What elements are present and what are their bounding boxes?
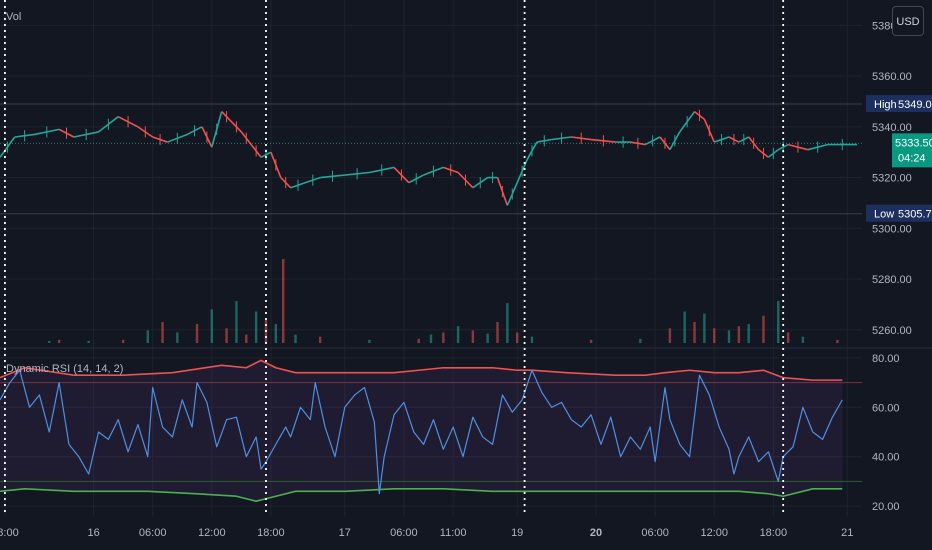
rsi-indicator-title: Dynamic RSI (14, 14, 2) (6, 363, 123, 375)
rsi-tick-label: 40.00 (872, 452, 900, 464)
volume-bar (801, 336, 805, 343)
countdown-timer: 04:24 (898, 152, 926, 164)
time-tick-label: 12:00 (198, 527, 226, 539)
time-tick-label: 06:00 (641, 527, 669, 539)
volume-bar (836, 339, 839, 343)
volume-bar (235, 301, 238, 343)
volume-bar (713, 328, 716, 343)
volume-bar (737, 326, 741, 343)
rsi-band-fill (0, 360, 843, 502)
volume-bar (294, 334, 297, 343)
volume-bar (762, 315, 765, 343)
time-tick-label: 16 (87, 527, 99, 539)
rsi-tick-label: 80.00 (872, 353, 900, 365)
time-tick-label: 19 (511, 527, 523, 539)
rsi-pane (0, 359, 862, 502)
last-price-value: 5333.50 (895, 137, 932, 149)
volume-bar (368, 339, 371, 343)
time-tick-label: 21 (841, 527, 853, 539)
volume-bar (486, 333, 489, 343)
time-tick-label: 18:00 (760, 527, 788, 539)
time-tick-label: 17 (339, 527, 351, 539)
low-badge-value: 5305.75 (898, 209, 932, 221)
price-tick-label: 5320.00 (872, 173, 912, 185)
price-tick-label: 5340.00 (872, 122, 912, 134)
volume-bar (161, 322, 164, 343)
volume-bar (589, 339, 593, 343)
time-tick-label: 06:00 (139, 527, 167, 539)
time-tick-label: 06:00 (390, 527, 418, 539)
lower-band-line (0, 488, 843, 502)
time-tick-label: 12:00 (700, 527, 728, 539)
volume-bar (225, 328, 228, 343)
price-series (0, 109, 858, 206)
volume-bar (683, 311, 686, 343)
volume-bar (703, 313, 706, 343)
volume-bar (456, 326, 460, 343)
price-tick-label: 5300.00 (872, 223, 912, 235)
high-badge-value: 5349.00 (898, 99, 932, 111)
volume-bar (516, 332, 519, 343)
high-badge-label: High (874, 99, 897, 111)
volume-bar (530, 336, 534, 343)
volume-bar (274, 324, 278, 343)
price-tick-label: 5360.00 (872, 71, 912, 83)
volume-label: Vol (6, 11, 21, 23)
volume-bar (245, 334, 248, 343)
low-badge-tag (866, 204, 896, 222)
volume-bar (48, 340, 51, 343)
time-tick-label: 18:00 (0, 527, 19, 539)
time-tick-label: 20 (590, 527, 602, 539)
volume-bar (506, 303, 509, 343)
volume-bar (639, 338, 642, 343)
volume-bar (496, 322, 499, 343)
price-axis: 5260.00 5280.00 5300.00 5320.00 5340.00 5360.… (866, 20, 932, 513)
volume-bar (146, 330, 149, 343)
volume-bar (786, 332, 790, 343)
rsi-line (0, 369, 843, 495)
volume-bar (210, 309, 214, 343)
time-tick-label: 18:00 (257, 527, 285, 539)
volume-bar (668, 328, 672, 343)
rsi-tick-label: 20.00 (872, 501, 900, 513)
session-break-lines (4, 0, 785, 516)
volume-bar (195, 324, 199, 343)
volume-bar (282, 259, 285, 343)
volume-histogram (48, 259, 839, 343)
volume-bar (121, 339, 125, 343)
low-badge-label: Low (874, 209, 894, 221)
volume-bar (57, 339, 61, 343)
volume-bar (727, 330, 731, 343)
volume-bar (417, 338, 420, 343)
volume-bar (254, 311, 258, 343)
time-tick-label: 11:00 (440, 527, 467, 539)
price-tick-label: 5380.00 (872, 20, 912, 32)
volume-bar (777, 301, 780, 343)
currency-button[interactable]: USD (892, 6, 924, 36)
volume-bar (442, 332, 445, 343)
upper-band-line (0, 359, 843, 381)
price-tick-label: 5260.00 (872, 325, 912, 337)
volume-bar (87, 340, 90, 343)
last-price-badge (892, 133, 932, 168)
volume-bar (176, 332, 179, 343)
rsi-tick-label: 60.00 (872, 402, 900, 414)
volume-bar (318, 336, 322, 343)
volume-bar (429, 334, 433, 343)
time-axis: 18:00 16 06:00 12:00 18:00 17 06:00 11:00 19 20 06… (0, 527, 853, 539)
volume-bar (747, 324, 750, 343)
high-badge-tag (866, 95, 896, 113)
price-tick-label: 5280.00 (872, 274, 912, 286)
volume-bar (693, 322, 696, 343)
volume-bar (471, 330, 475, 343)
low-badge-value-bg (896, 204, 932, 222)
high-badge-value-bg (896, 95, 932, 113)
